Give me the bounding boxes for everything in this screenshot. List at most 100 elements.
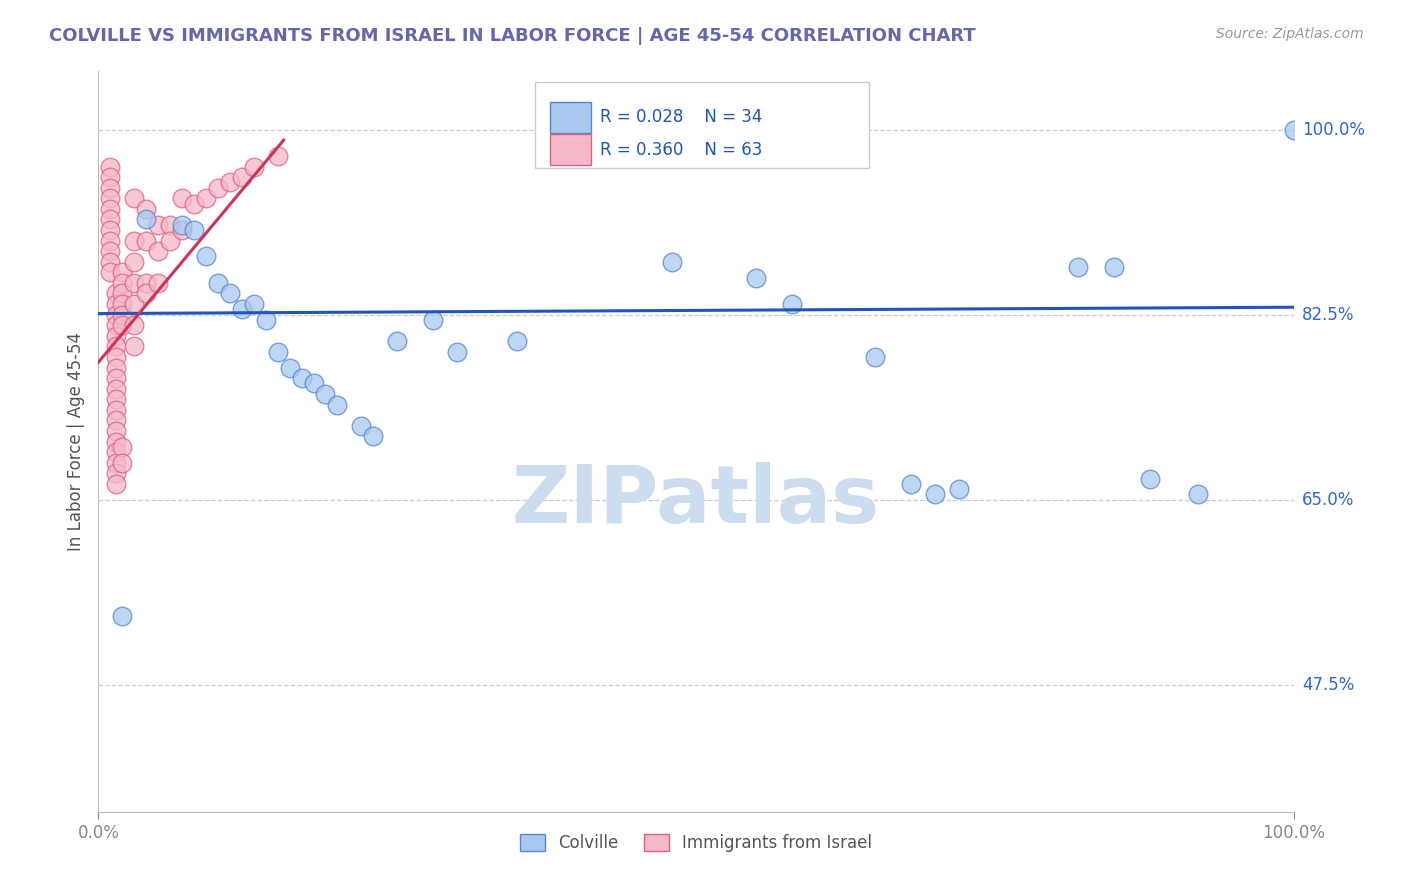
- Point: [363, 429, 385, 443]
- Point: [231, 302, 253, 317]
- Point: [148, 244, 170, 259]
- FancyBboxPatch shape: [550, 135, 591, 165]
- Point: [111, 308, 134, 322]
- Point: [243, 160, 266, 174]
- Point: [105, 297, 128, 311]
- Point: [745, 270, 768, 285]
- Point: [105, 360, 128, 375]
- Point: [135, 202, 157, 216]
- Point: [111, 297, 134, 311]
- Legend: Colville, Immigrants from Israel: Colville, Immigrants from Israel: [513, 828, 879, 859]
- Point: [111, 609, 134, 624]
- Point: [1104, 260, 1126, 274]
- Point: [446, 344, 468, 359]
- Text: ZIPatlas: ZIPatlas: [512, 462, 880, 540]
- Point: [1187, 487, 1209, 501]
- Point: [1139, 471, 1161, 485]
- Point: [105, 476, 128, 491]
- Point: [124, 339, 146, 353]
- Point: [124, 297, 146, 311]
- Point: [172, 191, 194, 205]
- Point: [278, 360, 301, 375]
- FancyBboxPatch shape: [534, 82, 869, 168]
- Point: [98, 170, 122, 185]
- Point: [219, 286, 242, 301]
- Text: 47.5%: 47.5%: [1302, 676, 1354, 694]
- Point: [124, 254, 146, 268]
- Point: [243, 297, 266, 311]
- Point: [124, 276, 146, 290]
- Point: [219, 176, 242, 190]
- Point: [385, 334, 409, 348]
- Point: [111, 456, 134, 470]
- Point: [267, 149, 290, 163]
- Point: [350, 418, 373, 433]
- Text: COLVILLE VS IMMIGRANTS FROM ISRAEL IN LABOR FORCE | AGE 45-54 CORRELATION CHART: COLVILLE VS IMMIGRANTS FROM ISRAEL IN LA…: [49, 27, 976, 45]
- Point: [105, 339, 128, 353]
- Point: [105, 456, 128, 470]
- Point: [207, 180, 229, 194]
- Point: [105, 445, 128, 459]
- Point: [1282, 122, 1305, 136]
- Point: [948, 482, 970, 496]
- Text: 100.0%: 100.0%: [1302, 120, 1365, 138]
- Point: [105, 467, 128, 481]
- Point: [105, 286, 128, 301]
- Point: [183, 196, 205, 211]
- Point: [865, 350, 887, 364]
- Point: [172, 218, 194, 232]
- Point: [326, 398, 349, 412]
- Point: [422, 313, 444, 327]
- Point: [302, 376, 325, 391]
- Text: Source: ZipAtlas.com: Source: ZipAtlas.com: [1216, 27, 1364, 41]
- Point: [105, 308, 128, 322]
- Point: [105, 392, 128, 407]
- Point: [98, 202, 122, 216]
- Point: [98, 254, 122, 268]
- Point: [172, 223, 194, 237]
- Point: [98, 180, 122, 194]
- Point: [105, 434, 128, 449]
- Point: [105, 318, 128, 333]
- Text: R = 0.028    N = 34: R = 0.028 N = 34: [600, 108, 762, 127]
- Point: [105, 350, 128, 364]
- Point: [159, 234, 181, 248]
- Point: [98, 244, 122, 259]
- Point: [111, 276, 134, 290]
- Point: [105, 328, 128, 343]
- Point: [135, 276, 157, 290]
- Point: [195, 250, 218, 264]
- Point: [291, 371, 314, 385]
- Point: [111, 318, 134, 333]
- Point: [111, 286, 134, 301]
- Text: 65.0%: 65.0%: [1302, 491, 1354, 508]
- Point: [98, 212, 122, 227]
- Point: [661, 254, 683, 268]
- Point: [135, 234, 157, 248]
- Point: [207, 276, 229, 290]
- Point: [924, 487, 946, 501]
- Point: [98, 191, 122, 205]
- Point: [111, 440, 134, 454]
- Point: [159, 218, 181, 232]
- Point: [105, 413, 128, 427]
- Y-axis label: In Labor Force | Age 45-54: In Labor Force | Age 45-54: [66, 332, 84, 551]
- Point: [111, 265, 134, 279]
- Point: [135, 286, 157, 301]
- Point: [98, 160, 122, 174]
- Point: [254, 313, 277, 327]
- Point: [195, 191, 218, 205]
- Point: [105, 402, 128, 417]
- Point: [183, 223, 205, 237]
- Text: 82.5%: 82.5%: [1302, 306, 1354, 324]
- FancyBboxPatch shape: [550, 102, 591, 133]
- Point: [1067, 260, 1090, 274]
- Point: [315, 387, 337, 401]
- Point: [98, 234, 122, 248]
- Point: [506, 334, 529, 348]
- Point: [148, 276, 170, 290]
- Point: [135, 212, 157, 227]
- Text: R = 0.360    N = 63: R = 0.360 N = 63: [600, 141, 762, 159]
- Point: [98, 223, 122, 237]
- Point: [267, 344, 290, 359]
